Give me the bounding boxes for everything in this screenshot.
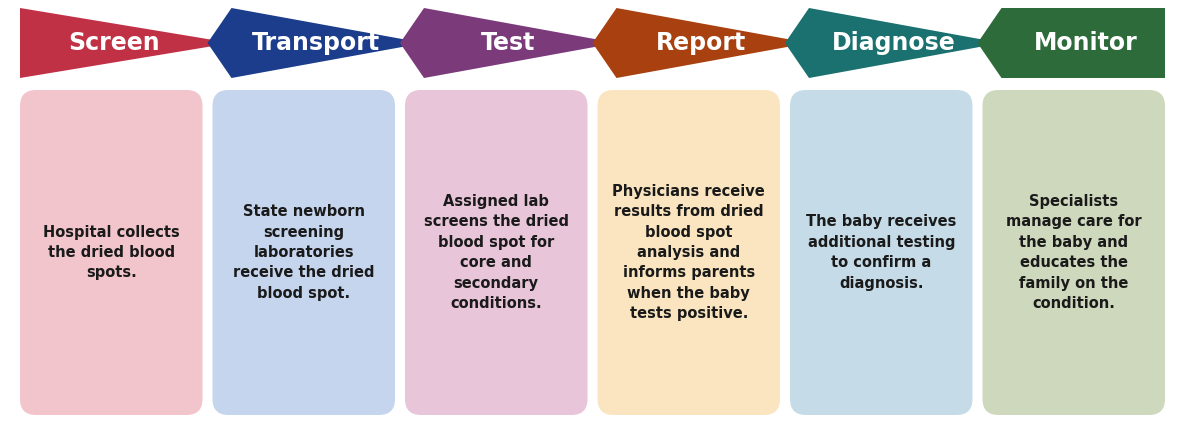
Polygon shape	[207, 8, 424, 78]
Polygon shape	[978, 8, 1165, 78]
FancyBboxPatch shape	[982, 90, 1165, 415]
Text: Transport: Transport	[251, 31, 380, 55]
Text: Test: Test	[481, 31, 536, 55]
Text: Assigned lab
screens the dried
blood spot for
core and
secondary
conditions.: Assigned lab screens the dried blood spo…	[424, 194, 569, 311]
FancyBboxPatch shape	[790, 90, 973, 415]
Polygon shape	[401, 8, 616, 78]
Text: Hospital collects
the dried blood
spots.: Hospital collects the dried blood spots.	[43, 224, 180, 280]
Text: The baby receives
additional testing
to confirm a
diagnosis.: The baby receives additional testing to …	[806, 214, 956, 291]
Text: Physicians receive
results from dried
blood spot
analysis and
informs parents
wh: Physicians receive results from dried bl…	[613, 184, 766, 321]
FancyBboxPatch shape	[405, 90, 588, 415]
Text: Monitor: Monitor	[1033, 31, 1138, 55]
Text: Screen: Screen	[69, 31, 160, 55]
Text: State newborn
screening
laboratories
receive the dried
blood spot.: State newborn screening laboratories rec…	[233, 204, 374, 301]
Text: Diagnose: Diagnose	[832, 31, 955, 55]
FancyBboxPatch shape	[212, 90, 395, 415]
Text: Specialists
manage care for
the baby and
educates the
family on the
condition.: Specialists manage care for the baby and…	[1006, 194, 1141, 311]
Polygon shape	[592, 8, 809, 78]
FancyBboxPatch shape	[597, 90, 780, 415]
Text: Report: Report	[655, 31, 745, 55]
FancyBboxPatch shape	[20, 90, 203, 415]
Polygon shape	[784, 8, 1001, 78]
Polygon shape	[20, 8, 231, 78]
